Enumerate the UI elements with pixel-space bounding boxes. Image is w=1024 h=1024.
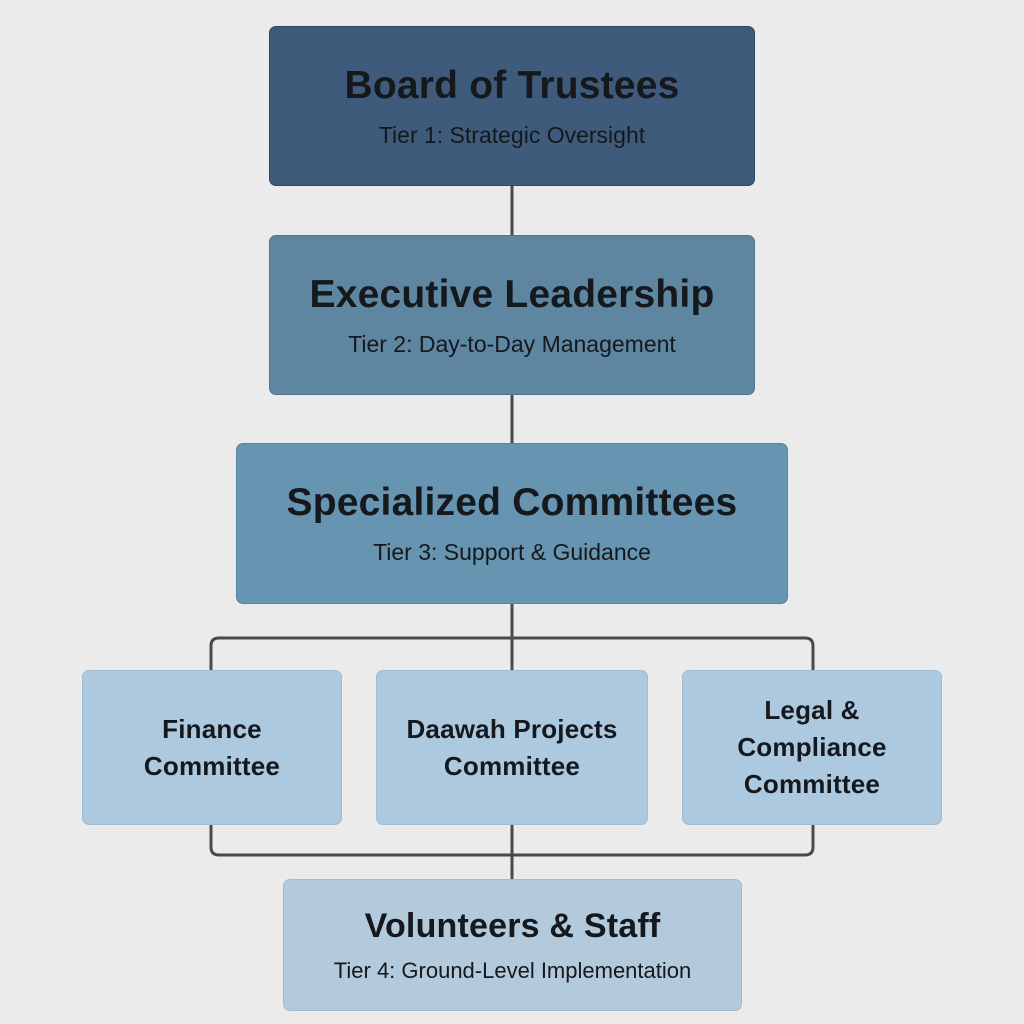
- tier-2-title: Executive Leadership: [309, 272, 715, 316]
- legal-committee-line-3: Committee: [743, 769, 881, 799]
- tier-2-subtitle: Tier 2: Day-to-Day Management: [348, 330, 676, 357]
- daawah-committee-line-2: Committee: [443, 750, 581, 781]
- specialized-committees-box: Specialized Committees Tier 3: Support &…: [236, 443, 788, 604]
- tier-4-subtitle: Tier 4: Ground-Level Implementation: [333, 957, 692, 983]
- daawah-projects-committee-box: Daawah Projects Committee: [376, 670, 648, 825]
- volunteers-staff-box: Volunteers & Staff Tier 4: Ground-Level …: [283, 879, 742, 1011]
- connector-top-bracket: [209, 602, 815, 672]
- tier-4-title: Volunteers & Staff: [364, 906, 661, 945]
- legal-compliance-committee-box: Legal & Compliance Committee: [682, 670, 942, 825]
- finance-committee-line-1: Finance: [162, 713, 262, 744]
- board-of-trustees-box: Board of Trustees Tier 1: Strategic Over…: [269, 26, 755, 186]
- finance-committee-line-2: Committee: [143, 750, 281, 781]
- daawah-committee-line-1: Daawah Projects: [406, 713, 618, 744]
- tier-1-subtitle: Tier 1: Strategic Oversight: [378, 121, 646, 148]
- tier-1-title: Board of Trustees: [344, 63, 680, 107]
- connector-bottom-bracket: [209, 823, 815, 881]
- tier-3-title: Specialized Committees: [286, 481, 738, 524]
- legal-committee-line-2: Compliance: [737, 732, 887, 762]
- finance-committee-box: Finance Committee: [82, 670, 342, 825]
- legal-committee-line-1: Legal &: [764, 695, 860, 725]
- executive-leadership-box: Executive Leadership Tier 2: Day-to-Day …: [269, 235, 755, 395]
- tier-3-subtitle: Tier 3: Support & Guidance: [373, 539, 651, 565]
